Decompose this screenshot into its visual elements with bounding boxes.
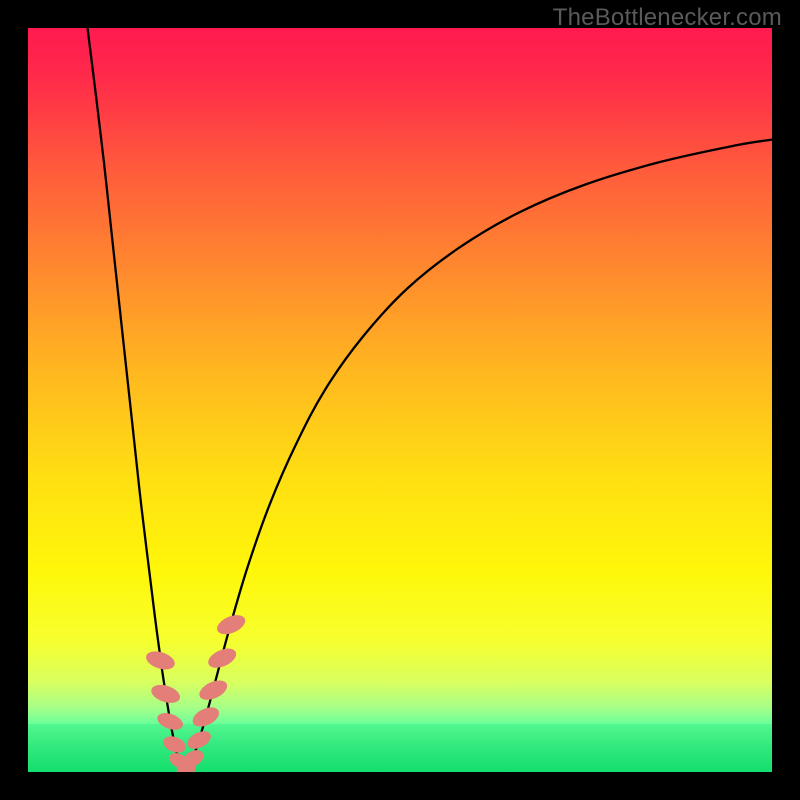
curve-right [185,140,772,772]
data-marker [196,676,230,703]
plot-area [28,28,772,772]
stage: TheBottlenecker.com [0,0,800,800]
chart-frame [28,28,772,772]
data-marker [205,645,239,672]
curve-layer [28,28,772,772]
data-marker [184,728,213,753]
data-marker [214,611,248,638]
data-marker [149,682,182,707]
data-marker [190,703,223,730]
watermark-text: TheBottlenecker.com [553,4,782,32]
data-marker [161,733,189,756]
data-marker [155,710,185,733]
